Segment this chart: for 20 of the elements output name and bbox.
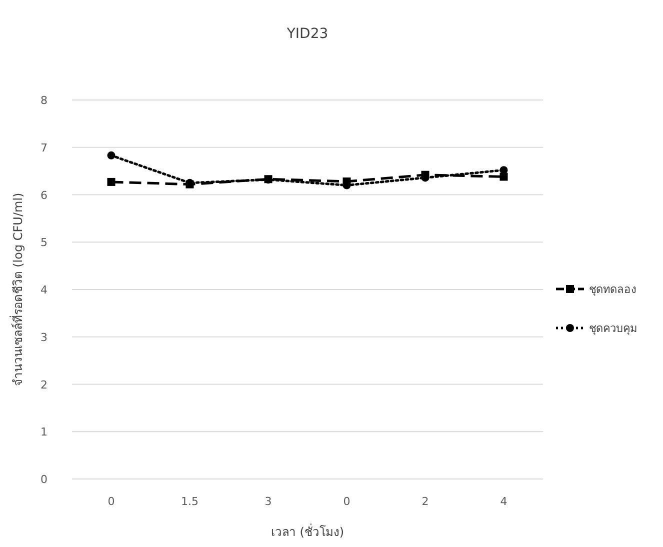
- x-tick-label: 0: [343, 495, 350, 508]
- y-tick-label: 0: [40, 473, 48, 486]
- legend-label: ชุดควบคุม: [589, 322, 637, 335]
- y-tick-label: 3: [40, 330, 48, 344]
- y-tick-label: 8: [40, 94, 48, 107]
- y-tick-label: 5: [40, 236, 48, 250]
- y-tick-label: 6: [40, 188, 48, 202]
- x-axis-title: เวลา (ชั่วโมง): [270, 523, 344, 539]
- x-tick-label: 2: [422, 495, 429, 508]
- y-tick-label: 1: [40, 426, 48, 439]
- y-axis-title: จำนวนเซลล์ที่รอดชีวิต (log CFU/ml): [9, 192, 25, 386]
- y-tick-label: 7: [40, 141, 48, 154]
- x-tick-label: 1.5: [181, 495, 198, 508]
- y-tick-label: 2: [40, 378, 48, 392]
- chart-title: YID23: [286, 26, 328, 42]
- x-tick-label: 4: [500, 495, 508, 508]
- x-tick-label: 0: [108, 495, 115, 508]
- y-tick-label: 4: [40, 284, 48, 296]
- legend-label: ชุดทดลอง: [589, 283, 636, 296]
- x-tick-label: 3: [264, 495, 272, 508]
